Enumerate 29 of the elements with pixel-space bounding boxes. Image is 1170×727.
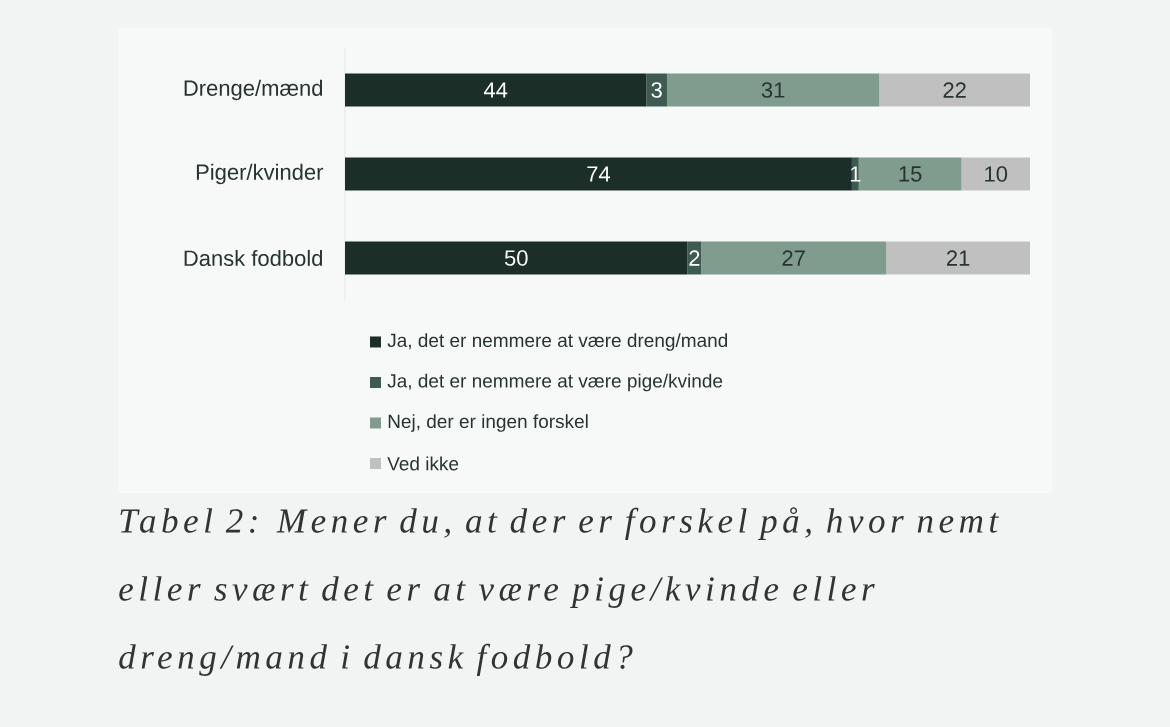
bar — [701, 241, 887, 275]
y-tick-label: Dansk fodbold — [184, 249, 323, 267]
data-label: 2 — [689, 250, 700, 266]
data-label: 15 — [899, 166, 922, 182]
bar — [345, 241, 688, 275]
bar — [646, 73, 667, 107]
bar — [345, 73, 647, 107]
data-label: 27 — [782, 250, 805, 266]
bar — [961, 157, 1031, 191]
y-tick-label: Piger/kvinder — [196, 163, 324, 185]
data-label: 1 — [850, 166, 861, 182]
data-label: 44 — [483, 82, 508, 98]
data-label: 21 — [946, 250, 970, 266]
bar — [666, 73, 880, 107]
y-tick-label: Drenge/mænd — [184, 79, 323, 101]
legend-label: Ved ikke — [387, 456, 459, 471]
bar — [345, 157, 852, 191]
bar — [879, 73, 1031, 107]
legend-label: Nej, der er ingen forskel — [388, 414, 588, 432]
legend-label: Ja, det er nemmere at være pige/kvinde — [387, 373, 723, 392]
bar — [886, 241, 1031, 275]
data-label: 50 — [504, 250, 528, 266]
text: Tabel 2: Mener du, at der er forskel på, hvor nemt eller svært det er at være pige/kvinde eller dreng/mand i dansk fodbold? — [119, 507, 999, 676]
data-label: 22 — [943, 82, 966, 98]
data-label: 31 — [761, 82, 785, 98]
data-label: 74 — [587, 166, 611, 182]
data-label: 10 — [985, 166, 1008, 182]
legend-label: Ja, det er nemmere at være dreng/mand — [387, 333, 728, 351]
data-label: 3 — [651, 82, 662, 98]
